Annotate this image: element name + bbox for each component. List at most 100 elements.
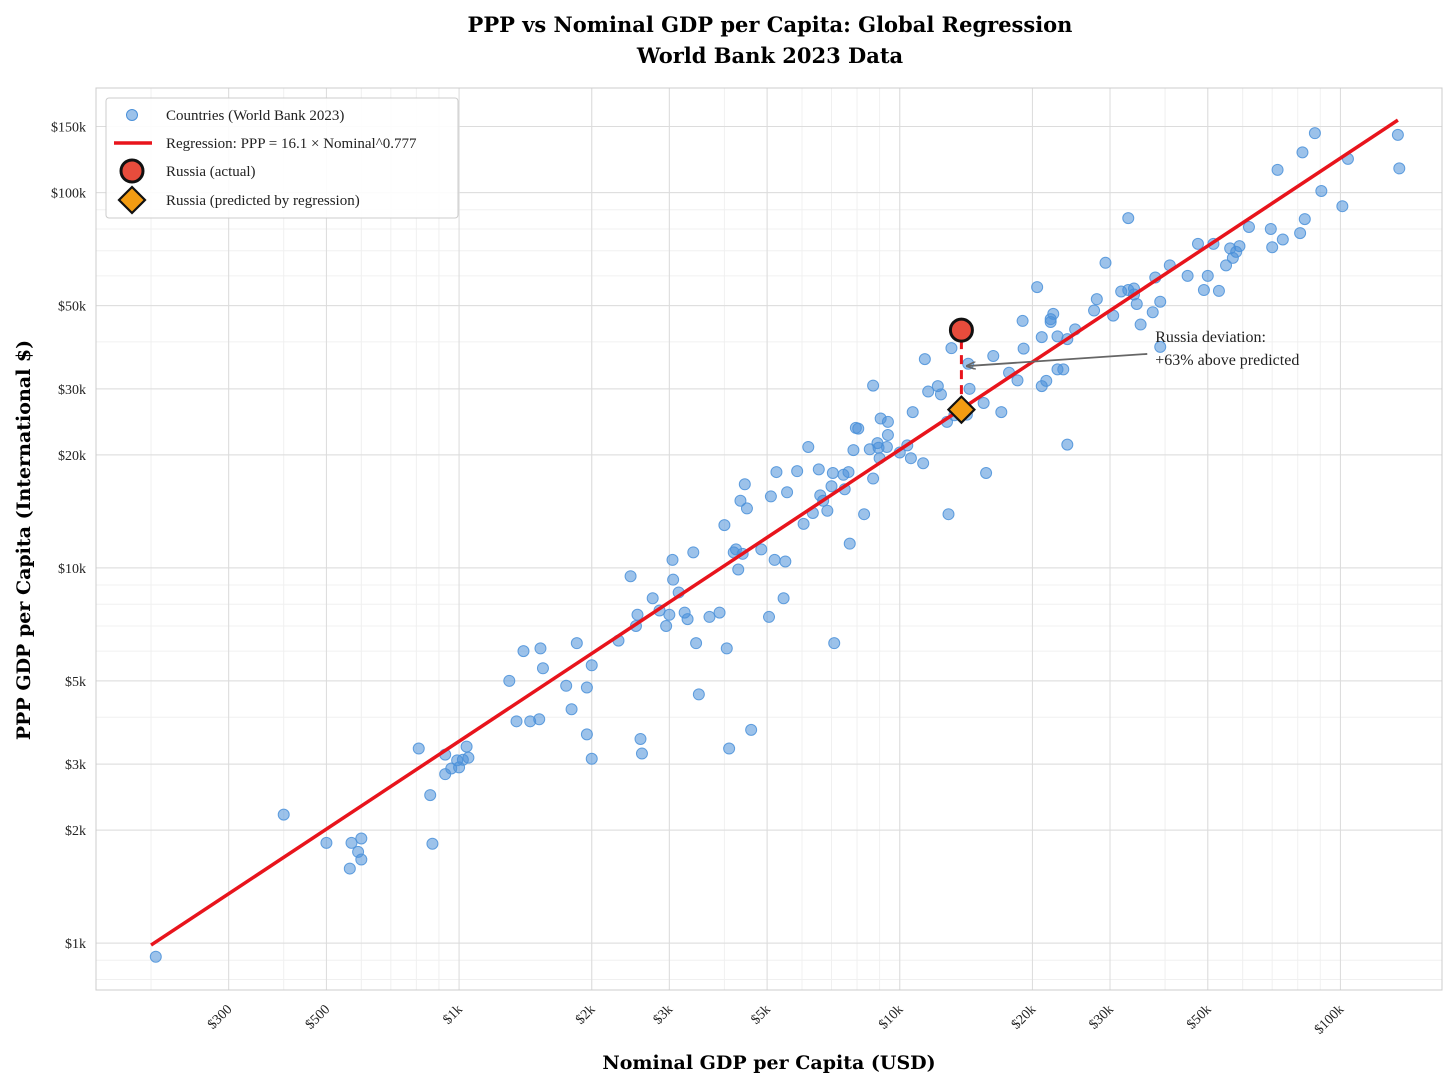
- country-point: [963, 382, 976, 395]
- country-point: [852, 422, 865, 435]
- legend-marker-countries: [126, 109, 138, 121]
- country-point: [881, 428, 894, 441]
- country-point: [745, 723, 758, 736]
- country-point: [867, 379, 880, 392]
- country-point: [781, 486, 794, 499]
- country-point: [1061, 438, 1074, 451]
- annotation-text: Russia deviation:: [1155, 329, 1266, 346]
- country-point: [980, 466, 993, 479]
- country-point: [821, 504, 834, 517]
- country-point: [631, 608, 644, 621]
- legend: Countries (World Bank 2023) Regression: P…: [105, 97, 459, 219]
- country-point: [826, 466, 839, 479]
- country-point: [945, 342, 958, 355]
- x-tick-label: $5k: [748, 1002, 773, 1027]
- y-tick-label: $100k: [51, 187, 86, 202]
- country-point: [1242, 220, 1255, 233]
- countries-series: [149, 127, 1406, 963]
- country-point: [768, 553, 781, 566]
- country-point: [1233, 240, 1246, 253]
- regression-series: [150, 118, 1399, 947]
- country-point: [802, 440, 815, 453]
- country-point: [843, 537, 856, 550]
- russia-series: [946, 317, 976, 425]
- country-point: [718, 519, 731, 532]
- country-point: [962, 357, 975, 370]
- x-tick-label: $20k: [1009, 1002, 1039, 1032]
- country-point: [1099, 256, 1112, 269]
- russia-predicted-point: [946, 395, 976, 425]
- country-point: [533, 713, 546, 726]
- country-point: [995, 406, 1008, 419]
- chart-subtitle: World Bank 2023 Data: [636, 43, 904, 68]
- country-point: [412, 742, 425, 755]
- country-point: [1040, 374, 1053, 387]
- country-point: [580, 681, 593, 694]
- country-point: [904, 452, 917, 465]
- country-point: [635, 747, 648, 760]
- country-point: [460, 740, 473, 753]
- russia-actual-point: [948, 317, 974, 343]
- country-point: [1154, 295, 1167, 308]
- country-point: [663, 608, 676, 621]
- country-point: [1134, 318, 1147, 331]
- country-point: [906, 406, 919, 419]
- country-point: [842, 466, 855, 479]
- country-point: [1031, 281, 1044, 294]
- x-axis-label: Nominal GDP per Capita (USD): [602, 1052, 935, 1074]
- country-point: [1212, 284, 1225, 297]
- country-point: [1298, 213, 1311, 226]
- country-point: [1047, 307, 1060, 320]
- y-tick-label: $150k: [51, 121, 86, 136]
- country-point: [517, 645, 530, 658]
- country-point: [777, 592, 790, 605]
- y-tick-label: $1k: [65, 937, 86, 952]
- country-point: [1154, 340, 1167, 353]
- country-point: [1315, 184, 1328, 197]
- country-point: [646, 592, 659, 605]
- country-point: [1271, 163, 1284, 176]
- country-point: [987, 349, 1000, 362]
- legend-marker-russia-actual: [119, 158, 145, 184]
- country-point: [1057, 363, 1070, 376]
- country-point: [1035, 331, 1048, 344]
- x-axis: $300 $500 $1k $2k $3k $5k $10k $20k $30k $50k $100…: [205, 1002, 1347, 1037]
- country-point: [660, 619, 673, 632]
- country-point: [1088, 304, 1101, 317]
- country-point: [812, 463, 825, 476]
- y-tick-label: $2k: [65, 824, 86, 839]
- country-point: [149, 950, 162, 963]
- country-point: [734, 494, 747, 507]
- country-point: [1276, 233, 1289, 246]
- country-point: [690, 637, 703, 650]
- x-tick-label: $2k: [573, 1002, 598, 1027]
- country-point: [763, 610, 776, 623]
- country-point: [1016, 314, 1029, 327]
- country-point: [355, 832, 368, 845]
- country-point: [881, 415, 894, 428]
- country-point: [1130, 297, 1143, 310]
- x-tick-label: $300: [205, 1002, 235, 1032]
- legend-label: Russia (predicted by regression): [166, 193, 360, 209]
- country-point: [867, 472, 880, 485]
- country-point: [1197, 284, 1210, 297]
- y-axis: $1k $2k $3k $5k $10k $20k $30k $50k $100k $150k: [51, 121, 86, 953]
- x-tick-label: $3k: [651, 1002, 676, 1027]
- x-tick-label: $500: [303, 1002, 333, 1032]
- country-point: [797, 517, 810, 530]
- country-point: [858, 508, 871, 521]
- country-point: [723, 742, 736, 755]
- country-point: [624, 570, 637, 583]
- country-point: [917, 457, 930, 470]
- country-point: [534, 642, 547, 655]
- country-point: [1090, 293, 1103, 306]
- country-point: [942, 508, 955, 521]
- y-tick-label: $20k: [58, 449, 86, 464]
- country-point: [1264, 222, 1277, 235]
- country-point: [510, 715, 523, 728]
- country-point: [770, 466, 783, 479]
- country-point: [565, 703, 578, 716]
- country-point: [355, 853, 368, 866]
- y-tick-label: $50k: [58, 300, 86, 315]
- y-tick-label: $3k: [65, 758, 86, 773]
